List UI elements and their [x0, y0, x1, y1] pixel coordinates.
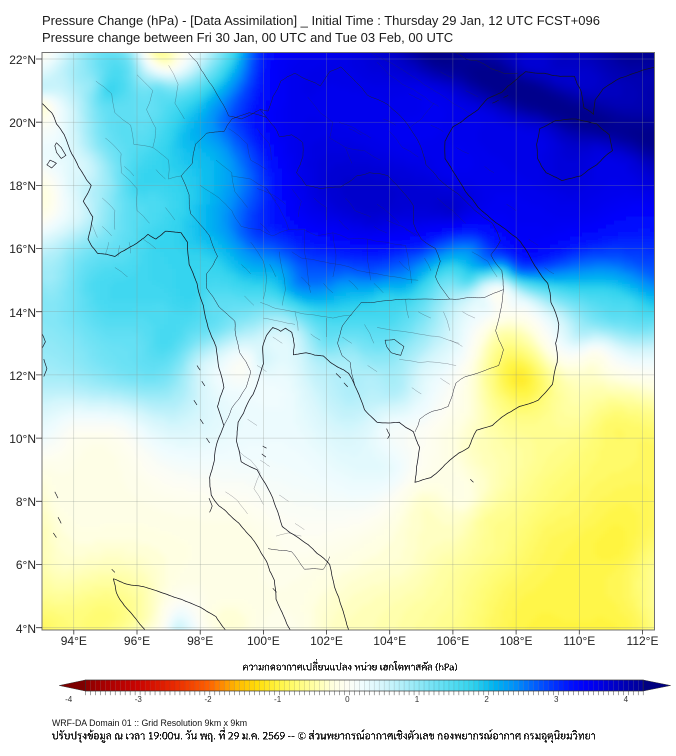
svg-text:-1: -1	[274, 695, 282, 704]
svg-text:-2: -2	[204, 695, 212, 704]
svg-text:3: 3	[554, 695, 559, 704]
svg-text:1: 1	[415, 695, 420, 704]
svg-text:2: 2	[484, 695, 489, 704]
svg-text:-4: -4	[65, 695, 73, 704]
svg-text:-3: -3	[135, 695, 143, 704]
svg-text:0: 0	[345, 695, 350, 704]
svg-text:4: 4	[624, 695, 629, 704]
